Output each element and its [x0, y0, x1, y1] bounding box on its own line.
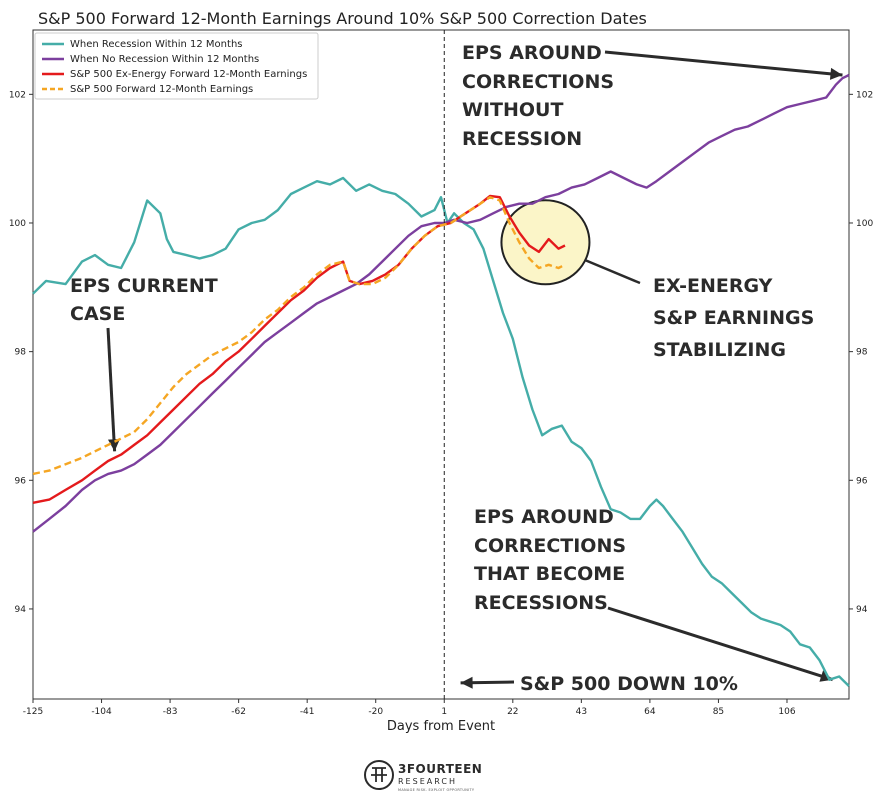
- annotation-no-recession-line2: CORRECTIONS: [462, 71, 614, 93]
- annotation-ex-energy-line2: S&P EARNINGS: [653, 307, 814, 329]
- x-axis-label: Days from Event: [387, 719, 495, 734]
- legend-label-recession: When Recession Within 12 Months: [70, 39, 243, 50]
- series-line-2: [32, 194, 566, 504]
- arrow-eps-recession-shaft: [607, 606, 834, 682]
- y-tick-label-right-2: 98: [856, 348, 868, 358]
- annotation-no-recession-line4: RECESSION: [462, 128, 582, 150]
- annotation-eps-current-line2: CASE: [70, 303, 125, 325]
- annotation-no-recession-line1: EPS AROUND: [462, 42, 602, 64]
- chart-title: S&P 500 Forward 12-Month Earnings Around…: [38, 9, 647, 28]
- x-tick-label-7: 22: [507, 707, 518, 717]
- legend-label-sp500: S&P 500 Forward 12-Month Earnings: [70, 84, 253, 95]
- annotation-eps-current-line1: EPS CURRENT: [70, 275, 218, 297]
- y-tick-label-left-2: 98: [15, 348, 27, 358]
- series-line-0: [32, 176, 850, 687]
- arrow-eps-current-head: [107, 439, 120, 452]
- annotation-eps-no-recession: EPS AROUND CORRECTIONS WITHOUT RECESSION: [462, 42, 614, 150]
- y-tick-label-left-3: 100: [9, 219, 26, 229]
- x-tick-label-0: -125: [23, 707, 43, 717]
- legend-box: [34, 32, 319, 100]
- annotation-eps-current: EPS CURRENT CASE: [70, 275, 218, 325]
- brand-sub: RESEARCH: [398, 777, 457, 786]
- arrow-eps-no-recession-shaft: [604, 50, 843, 77]
- annotation-down-10: S&P 500 DOWN 10%: [520, 673, 738, 695]
- y-tick-label-right-0: 94: [856, 605, 868, 615]
- plot-area: [32, 29, 850, 700]
- x-tick-label-8: 43: [576, 707, 587, 717]
- annotation-recession-line1: EPS AROUND: [474, 506, 614, 528]
- annotation-recession-line2: CORRECTIONS: [474, 535, 626, 557]
- arrow-eps-no-recession-head: [829, 67, 843, 80]
- x-tick-label-3: -62: [231, 707, 246, 717]
- brand-name: 3FOURTEEN: [398, 762, 482, 776]
- annotation-recession-line4: RECESSIONS: [474, 592, 608, 614]
- legend-label-ex-energy: S&P 500 Ex-Energy Forward 12-Month Earni…: [70, 69, 307, 80]
- annotation-ex-energy-line3: STABILIZING: [653, 339, 786, 361]
- annotation-no-recession-line3: WITHOUT: [462, 99, 563, 121]
- x-tick-label-1: -104: [91, 707, 112, 717]
- annotation-recession-line3: THAT BECOME: [474, 563, 625, 585]
- x-tick-label-9: 64: [644, 707, 656, 717]
- x-tick-label-10: 85: [713, 707, 724, 717]
- series-line-3: [32, 196, 566, 476]
- brand-tagline: MANAGE RISK. EXPLOIT OPPORTUNITY: [398, 788, 475, 792]
- y-tick-label-right-1: 96: [856, 476, 868, 486]
- y-tick-label-left-4: 102: [9, 90, 26, 100]
- annotation-ex-energy: EX-ENERGY S&P EARNINGS STABILIZING: [653, 275, 814, 361]
- x-tick-label-2: -83: [163, 707, 178, 717]
- legend-label-no-recession: When No Recession Within 12 Months: [70, 54, 259, 65]
- x-tick-label-5: -20: [368, 707, 383, 717]
- brand-logo-mark: [371, 767, 387, 782]
- x-tick-label-11: 106: [778, 707, 795, 717]
- y-tick-label-left-1: 96: [15, 476, 27, 486]
- annotation-eps-recession: EPS AROUND CORRECTIONS THAT BECOME RECES…: [474, 506, 626, 614]
- brand-logo: 3FOURTEEN RESEARCH MANAGE RISK. EXPLOIT …: [364, 760, 482, 792]
- brand-logo-icon: [364, 760, 394, 790]
- series-lines: [32, 73, 850, 687]
- arrow-down-10-head: [460, 676, 473, 689]
- y-tick-label-right-4: 102: [856, 90, 873, 100]
- x-tick-label-4: -41: [300, 707, 315, 717]
- y-tick-label-left-0: 94: [15, 605, 27, 615]
- legend: When Recession Within 12 Months When No …: [34, 32, 319, 100]
- arrow-eps-current-shaft: [106, 327, 117, 452]
- x-tick-label-6: 1: [441, 707, 447, 717]
- ex-energy-connector: [584, 259, 641, 285]
- axes-ticks: -125 -104 -83 -62 -41 -20 1 22 43 64 85 106 94 94 96 96…: [9, 90, 874, 717]
- y-tick-label-right-3: 100: [856, 219, 873, 229]
- annotation-ex-energy-line1: EX-ENERGY: [653, 275, 773, 297]
